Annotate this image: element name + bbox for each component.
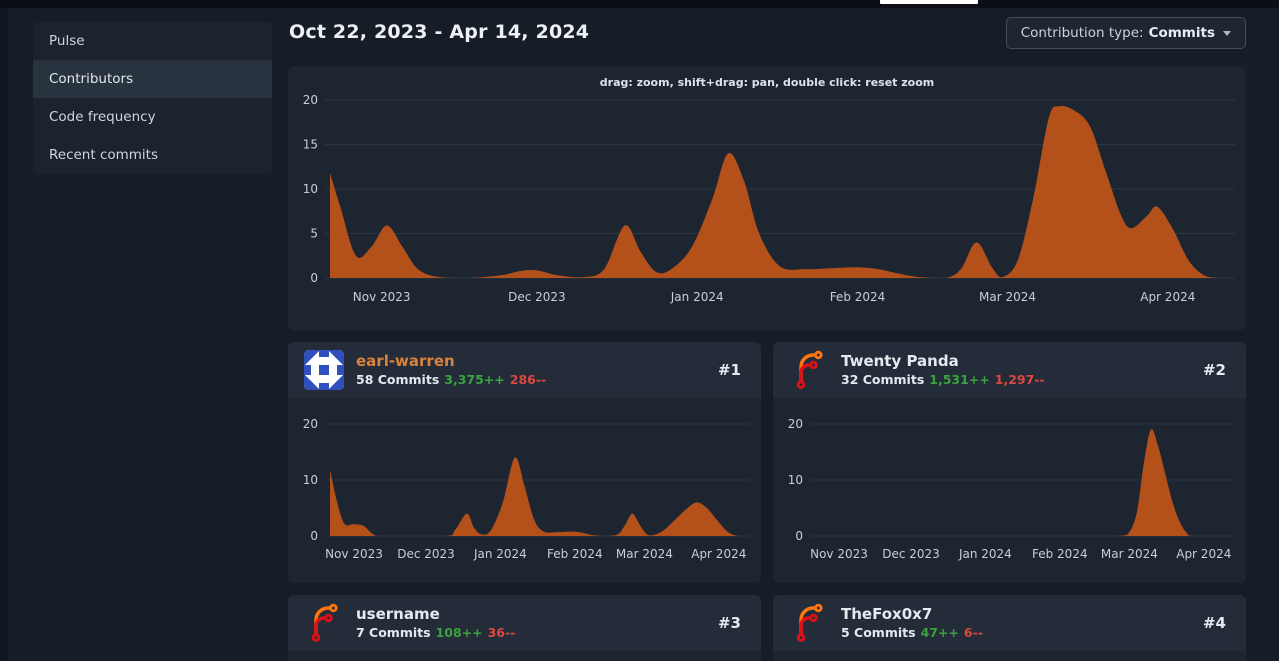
rank-badge: #3 (717, 614, 741, 632)
sidebar-item-code-frequency[interactable]: Code frequency (49, 109, 156, 125)
contributor-stats: 58 Commits 3,375++ 286-- (356, 371, 706, 388)
deletions-count: 1,297-- (994, 372, 1045, 387)
commit-count: 5 Commits (841, 625, 916, 640)
contributor-name-link[interactable]: Twenty Panda (841, 352, 959, 370)
contributor-activity-chart[interactable]: 0 10 20 Nov 2023 Dec 2023 Jan 2024 Feb 2024 Mar… (288, 410, 761, 583)
forgejo-logo-avatar[interactable] (789, 350, 829, 390)
contributor-card: earl-warren 58 Commits 3,375++ 286-- #1 0 10 20… (288, 342, 761, 583)
svg-text:20: 20 (303, 93, 318, 107)
contribution-type-dropdown[interactable]: Contribution type: Commits (1005, 17, 1246, 49)
contributor-card-header: earl-warren 58 Commits 3,375++ 286-- #1 (288, 342, 761, 398)
activity-sidebar: Pulse Contributors Code frequency Recent… (33, 22, 272, 174)
additions-count: 108++ (435, 625, 483, 640)
deletions-count: 36-- (487, 625, 516, 640)
contributors-row-2: username 7 Commits 108++ 36-- #3 TheFox0x7 5 C… (288, 595, 1246, 661)
main-activity-chart[interactable]: 0 5 10 15 20 Nov 2023 Dec 2023 Jan 2024 Feb 2024… (288, 90, 1246, 330)
contributor-name-link[interactable]: earl-warren (356, 352, 455, 370)
svg-text:Nov 2023: Nov 2023 (810, 547, 868, 561)
forgejo-logo-avatar[interactable] (304, 603, 344, 643)
contributor-activity-chart[interactable]: 0 10 20 Nov 2023 Dec 2023 Jan 2024 Feb 2024 Mar… (773, 410, 1246, 583)
date-range-title: Oct 22, 2023 - Apr 14, 2024 (289, 21, 590, 43)
svg-text:Apr 2024: Apr 2024 (1176, 547, 1231, 561)
forgejo-logo-avatar[interactable] (789, 603, 829, 643)
contributor-stats: 7 Commits 108++ 36-- (356, 624, 706, 641)
svg-text:Feb 2024: Feb 2024 (547, 547, 603, 561)
svg-text:Jan 2024: Jan 2024 (473, 547, 527, 561)
svg-text:10: 10 (788, 473, 803, 487)
svg-text:Mar 2024: Mar 2024 (1101, 547, 1158, 561)
sidebar-item-contributors[interactable]: Contributors (33, 60, 272, 98)
svg-text:0: 0 (310, 271, 318, 285)
contributor-stats: 5 Commits 47++ 6-- (841, 624, 1191, 641)
additions-count: 47++ (920, 625, 959, 640)
svg-text:Mar 2024: Mar 2024 (616, 547, 673, 561)
svg-text:10: 10 (303, 473, 318, 487)
rank-badge: #2 (1202, 361, 1226, 379)
contributor-card-header: TheFox0x7 5 Commits 47++ 6-- #4 (773, 595, 1246, 651)
main-activity-panel: drag: zoom, shift+drag: pan, double clic… (288, 66, 1246, 330)
deletions-count: 286-- (509, 372, 547, 387)
chevron-down-icon (1223, 30, 1231, 36)
svg-text:0: 0 (310, 529, 318, 543)
svg-text:Dec 2023: Dec 2023 (882, 547, 940, 561)
contributor-card-header: Twenty Panda 32 Commits 1,531++ 1,297-- #2 (773, 342, 1246, 398)
additions-count: 1,531++ (929, 372, 990, 387)
commit-count: 7 Commits (356, 625, 431, 640)
contributor-info: Twenty Panda 32 Commits 1,531++ 1,297-- (841, 352, 1191, 388)
contributors-row-1: earl-warren 58 Commits 3,375++ 286-- #1 0 10 20… (288, 342, 1246, 583)
additions-count: 3,375++ (444, 372, 505, 387)
commit-count: 32 Commits (841, 372, 925, 387)
svg-text:Apr 2024: Apr 2024 (1140, 290, 1195, 304)
contributor-stats: 32 Commits 1,531++ 1,297-- (841, 371, 1191, 388)
contributor-card: Twenty Panda 32 Commits 1,531++ 1,297-- #2 0 1… (773, 342, 1246, 583)
contributor-info: TheFox0x7 5 Commits 47++ 6-- (841, 605, 1191, 641)
contribution-type-value: Commits (1148, 25, 1215, 41)
contributor-name-link[interactable]: TheFox0x7 (841, 605, 933, 623)
svg-text:5: 5 (310, 227, 318, 241)
svg-text:Mar 2024: Mar 2024 (979, 290, 1036, 304)
deletions-count: 6-- (963, 625, 983, 640)
contributor-info: username 7 Commits 108++ 36-- (356, 605, 706, 641)
active-tab-indicator (880, 0, 978, 4)
contributor-card: TheFox0x7 5 Commits 47++ 6-- #4 (773, 595, 1246, 661)
left-edge-strip (0, 8, 8, 661)
svg-text:Jan 2024: Jan 2024 (958, 547, 1012, 561)
commit-count: 58 Commits (356, 372, 440, 387)
svg-text:0: 0 (795, 529, 803, 543)
contribution-type-label: Contribution type: (1020, 25, 1144, 41)
svg-text:10: 10 (303, 182, 318, 196)
svg-text:Nov 2023: Nov 2023 (325, 547, 383, 561)
svg-text:Feb 2024: Feb 2024 (830, 290, 886, 304)
rank-badge: #1 (717, 361, 741, 379)
contributor-card: username 7 Commits 108++ 36-- #3 (288, 595, 761, 661)
svg-text:Apr 2024: Apr 2024 (691, 547, 746, 561)
sidebar-item-recent-commits[interactable]: Recent commits (49, 147, 159, 163)
sidebar-item-pulse[interactable]: Pulse (49, 33, 85, 49)
identicon-avatar[interactable] (304, 350, 344, 390)
contributor-name-link[interactable]: username (356, 605, 440, 623)
top-nav-strip (0, 0, 1279, 8)
rank-badge: #4 (1202, 614, 1226, 632)
contributor-card-header: username 7 Commits 108++ 36-- #3 (288, 595, 761, 651)
svg-text:20: 20 (788, 417, 803, 431)
svg-text:Feb 2024: Feb 2024 (1032, 547, 1088, 561)
svg-text:20: 20 (303, 417, 318, 431)
chart-zoom-hint: drag: zoom, shift+drag: pan, double clic… (599, 76, 935, 89)
svg-text:Nov 2023: Nov 2023 (353, 290, 411, 304)
svg-text:Dec 2023: Dec 2023 (397, 547, 455, 561)
svg-text:15: 15 (303, 138, 318, 152)
svg-text:Jan 2024: Jan 2024 (670, 290, 724, 304)
contributor-info: earl-warren 58 Commits 3,375++ 286-- (356, 352, 706, 388)
svg-text:Dec 2023: Dec 2023 (508, 290, 566, 304)
